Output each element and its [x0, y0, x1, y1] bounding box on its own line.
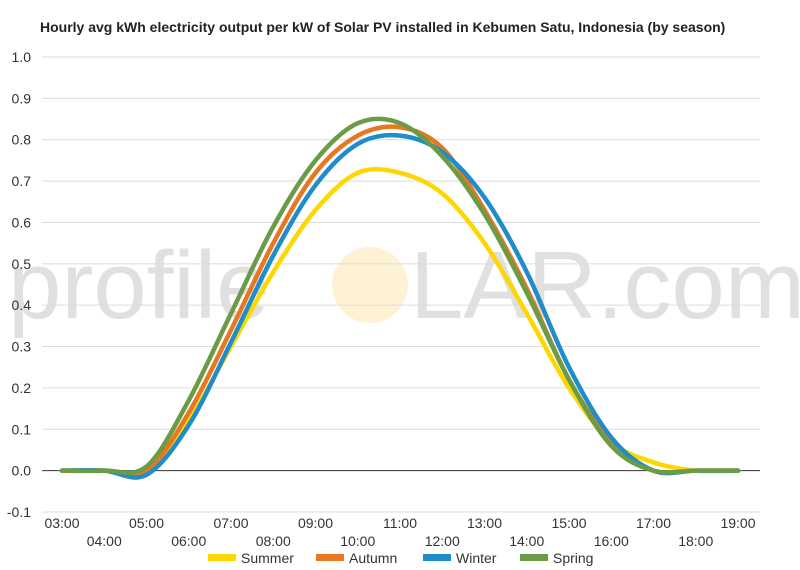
chart-title: Hourly avg kWh electricity output per kW…: [40, 19, 726, 35]
y-tick-label: 0.3: [12, 339, 32, 355]
watermark-sun-icon: [332, 247, 408, 323]
legend-label-summer: Summer: [241, 550, 294, 566]
x-tick-label: 13:00: [467, 515, 502, 531]
y-tick-label: 1.0: [12, 49, 32, 65]
series-line-autumn: [59, 124, 741, 478]
x-tick-label: 17:00: [636, 515, 671, 531]
legend-swatch-autumn: [316, 554, 344, 561]
y-tick-label: 0.7: [12, 173, 32, 189]
x-tick-label: 10:00: [340, 533, 375, 549]
y-axis-labels: 1.0 0.9 0.8 0.7 0.6 0.5 0.4 0.3 0.2 0.1 0.0 -0.1: [7, 49, 31, 520]
x-tick-label: 16:00: [594, 533, 629, 549]
series-line-winter: [59, 132, 741, 480]
x-tick-label: 06:00: [171, 533, 206, 549]
legend-label-spring: Spring: [553, 550, 593, 566]
legend-swatch-winter: [423, 554, 451, 561]
y-tick-label: 0.5: [12, 256, 32, 272]
x-tick-label: 07:00: [213, 515, 248, 531]
y-tick-label: 0.8: [12, 132, 32, 148]
y-tick-label: 0.1: [12, 421, 32, 437]
x-tick-label: 05:00: [129, 515, 164, 531]
grid-lines: [42, 56, 760, 513]
y-tick-label: -0.1: [7, 504, 31, 520]
x-axis-labels: 03:00 04:00 05:00 06:00 07:00 08:00 09:00 10:00…: [44, 515, 755, 549]
x-tick-label: 11:00: [383, 515, 417, 531]
y-tick-label: 0.9: [12, 90, 32, 106]
y-tick-label: 0.0: [12, 463, 32, 479]
series-line-spring: [59, 116, 741, 476]
legend: Summer Autumn Winter Spring: [208, 550, 593, 566]
y-tick-label: 0.2: [12, 380, 32, 396]
y-tick-label: 0.6: [12, 214, 32, 230]
x-tick-label: 09:00: [298, 515, 333, 531]
legend-swatch-summer: [208, 554, 236, 561]
x-tick-label: 08:00: [256, 533, 291, 549]
x-tick-label: 04:00: [87, 533, 122, 549]
x-tick-label: 19:00: [720, 515, 755, 531]
legend-label-winter: Winter: [456, 550, 497, 566]
x-tick-label: 03:00: [44, 515, 79, 531]
legend-swatch-spring: [520, 554, 548, 561]
x-tick-label: 18:00: [678, 533, 713, 549]
watermark: profile LAR.com: [8, 232, 800, 339]
x-tick-label: 12:00: [425, 533, 460, 549]
y-tick-label: 0.4: [12, 297, 32, 313]
series-lines: [59, 116, 741, 480]
x-tick-label: 15:00: [551, 515, 586, 531]
watermark-right: LAR.com: [410, 232, 800, 339]
watermark-left: profile: [8, 232, 269, 339]
x-tick-label: 14:00: [509, 533, 544, 549]
legend-label-autumn: Autumn: [349, 550, 397, 566]
